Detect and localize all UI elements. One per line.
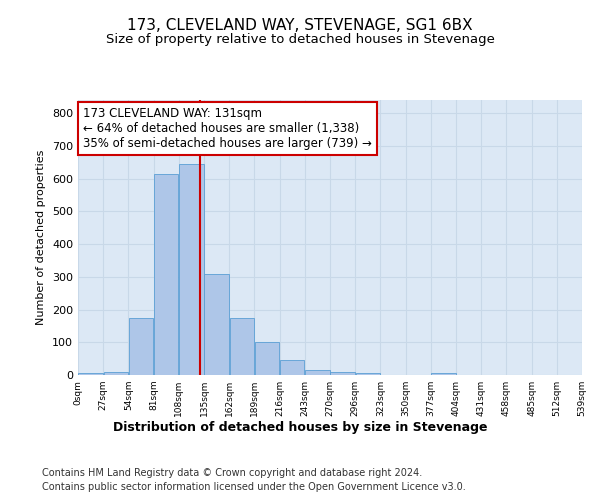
Bar	[255, 342, 279, 375]
Bar	[104, 372, 128, 375]
Y-axis label: Number of detached properties: Number of detached properties	[37, 150, 46, 325]
Bar	[331, 372, 355, 375]
Text: 173 CLEVELAND WAY: 131sqm
← 64% of detached houses are smaller (1,338)
35% of se: 173 CLEVELAND WAY: 131sqm ← 64% of detac…	[83, 107, 372, 150]
Bar	[205, 274, 229, 375]
Bar	[79, 374, 103, 375]
Text: Size of property relative to detached houses in Stevenage: Size of property relative to detached ho…	[106, 32, 494, 46]
Bar	[305, 370, 329, 375]
Bar	[431, 374, 455, 375]
Text: Contains HM Land Registry data © Crown copyright and database right 2024.: Contains HM Land Registry data © Crown c…	[42, 468, 422, 477]
Text: Distribution of detached houses by size in Stevenage: Distribution of detached houses by size …	[113, 421, 487, 434]
Bar	[356, 374, 380, 375]
Bar	[179, 164, 203, 375]
Bar	[154, 174, 178, 375]
Text: Contains public sector information licensed under the Open Government Licence v3: Contains public sector information licen…	[42, 482, 466, 492]
Bar	[129, 318, 153, 375]
Text: 173, CLEVELAND WAY, STEVENAGE, SG1 6BX: 173, CLEVELAND WAY, STEVENAGE, SG1 6BX	[127, 18, 473, 32]
Bar	[230, 318, 254, 375]
Bar	[280, 360, 304, 375]
